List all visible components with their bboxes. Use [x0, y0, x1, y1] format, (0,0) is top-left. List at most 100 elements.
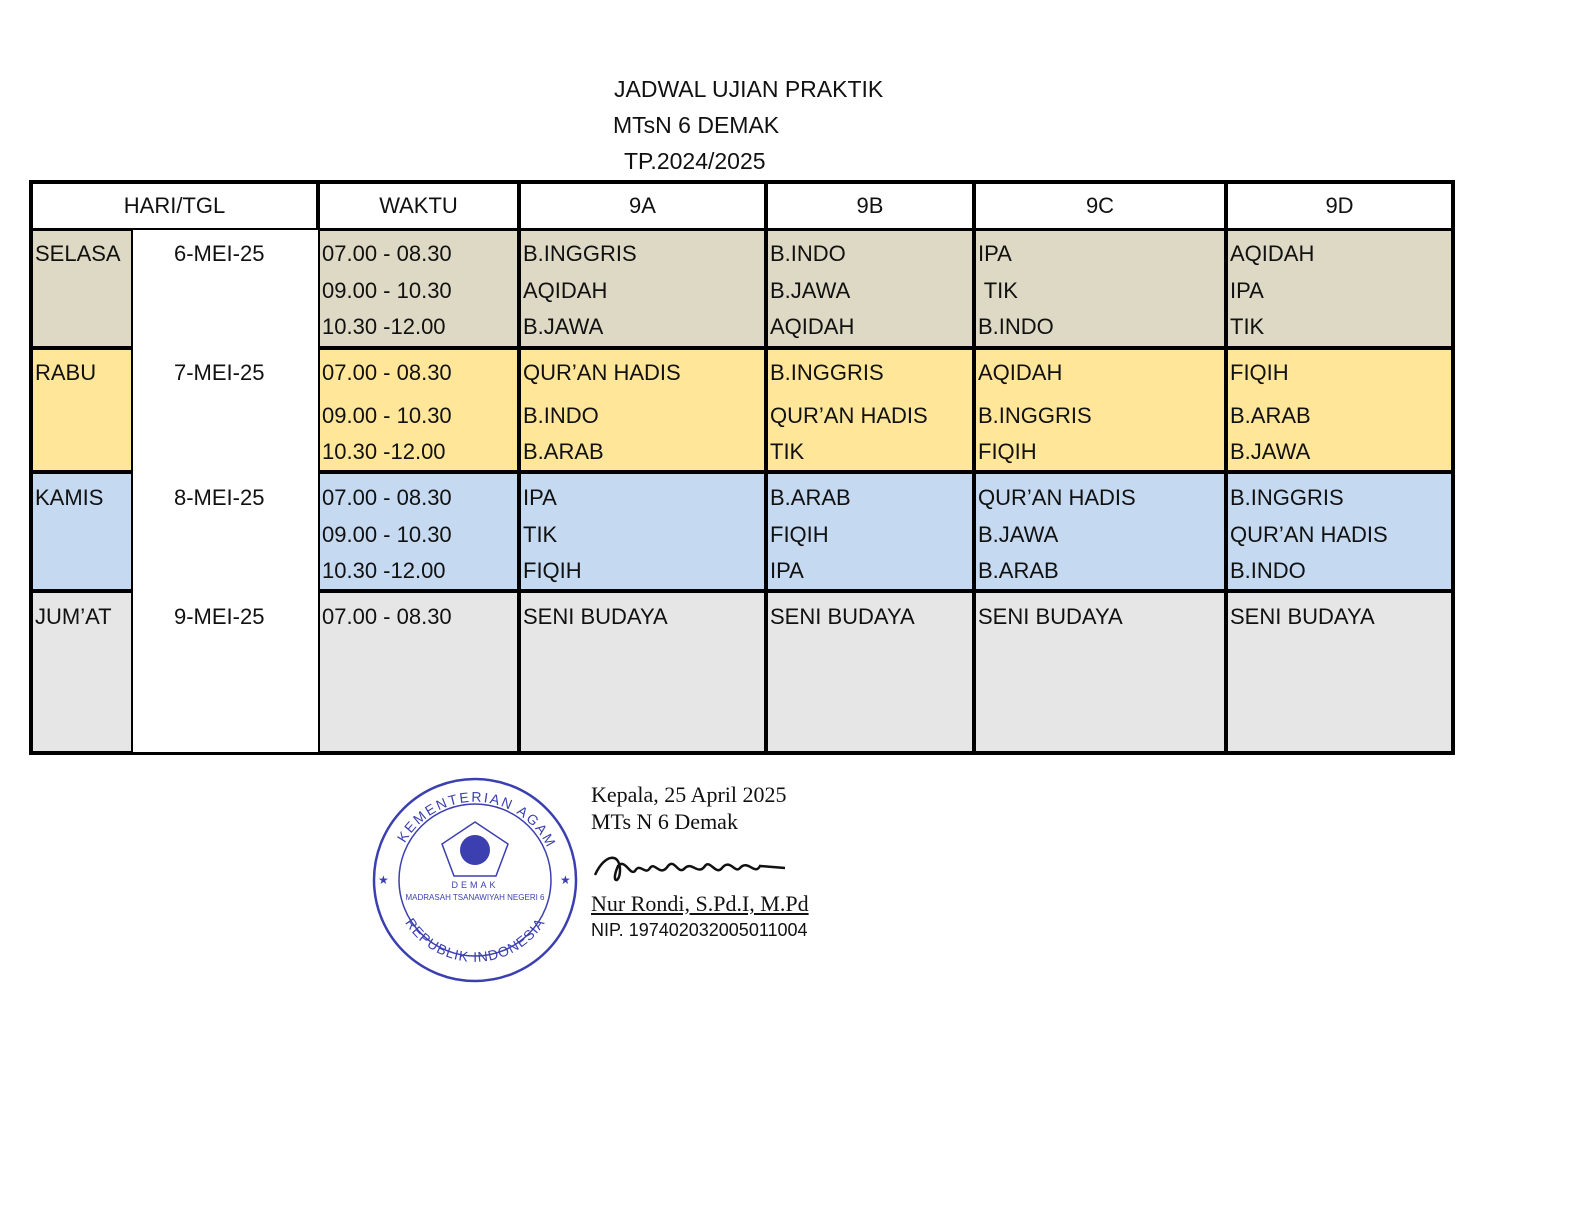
subject-9c: IPA — [978, 241, 1012, 266]
subject-9d: TIK — [1230, 314, 1265, 339]
subject-9a: AQIDAH — [523, 278, 608, 303]
subject-9a: B.JAWA — [523, 314, 604, 339]
subject-9b: SENI BUDAYA — [770, 604, 915, 629]
table-cell — [1226, 472, 1453, 591]
table-cell — [318, 348, 519, 472]
day-date: 7-MEI-25 — [174, 360, 265, 385]
stamp-star-icon: ★ — [378, 873, 389, 887]
subject-9b: FIQIH — [770, 522, 829, 547]
table-cell — [31, 591, 133, 753]
table-cell — [766, 229, 974, 348]
table-cell — [974, 348, 1226, 472]
subject-9d: FIQIH — [1230, 360, 1289, 385]
time-slot: 09.00 - 10.30 — [322, 522, 452, 547]
table-cell — [766, 348, 974, 472]
table-cell — [519, 348, 766, 472]
day-name: SELASA — [35, 241, 121, 266]
subject-9d: AQIDAH — [1230, 241, 1315, 266]
table-cell — [974, 229, 1226, 348]
subject-9c: B.JAWA — [978, 522, 1059, 547]
school-year: TP.2024/2025 — [624, 148, 766, 174]
subject-9c: TIK — [978, 278, 1018, 303]
subject-9d: B.ARAB — [1230, 403, 1311, 428]
table-cell — [31, 472, 133, 591]
subject-9c: QUR’AN HADIS — [978, 485, 1136, 510]
day-date: 8-MEI-25 — [174, 485, 265, 510]
table-cell — [318, 591, 519, 753]
subject-9a: TIK — [523, 522, 558, 547]
subject-9b: B.ARAB — [770, 485, 851, 510]
time-slot: 07.00 - 08.30 — [322, 485, 452, 510]
subject-9a: QUR’AN HADIS — [523, 360, 681, 385]
column-header: 9A — [519, 182, 766, 230]
signature-place-date: Kepala, 25 April 2025 — [591, 782, 787, 807]
signatory-nip: NIP. 197402032005011004 — [591, 920, 808, 940]
subject-9a: IPA — [523, 485, 557, 510]
schedule-table: HARI/TGL WAKTU 9A 9B 9C 9D SELASA 6-MEI-25 07.00… — [31, 182, 1453, 753]
official-stamp: KEMENTERIAN AGAMA REPUBLIK INDONESIA DEM… — [370, 776, 578, 983]
table-cell — [318, 472, 519, 591]
subject-9b: B.INDO — [770, 241, 846, 266]
day-name: RABU — [35, 360, 97, 385]
time-slot: 10.30 -12.00 — [322, 439, 446, 464]
signatory-name: Nur Rondi, S.Pd.I, M.Pd — [591, 891, 809, 916]
table-cell — [1226, 229, 1453, 348]
stamp-inner-text: MADRASAH TSANAWIYAH NEGERI 6 — [406, 893, 546, 902]
column-header: WAKTU — [318, 182, 519, 230]
document-title: JADWAL UJIAN PRAKTIK — [614, 76, 884, 102]
day-name: JUM’AT — [35, 604, 112, 629]
subject-9a: B.INDO — [523, 403, 599, 428]
subject-9b: B.INGGRIS — [770, 360, 884, 385]
time-slot: 09.00 - 10.30 — [322, 403, 452, 428]
time-slot: 10.30 -12.00 — [322, 314, 446, 339]
stamp-star-icon: ★ — [560, 873, 571, 887]
school-name: MTsN 6 DEMAK — [613, 112, 780, 138]
subject-9c: B.INDO — [978, 314, 1054, 339]
column-header: HARI/TGL — [31, 182, 318, 230]
subject-9d: B.JAWA — [1230, 439, 1311, 464]
signature-institution: MTs N 6 Demak — [591, 809, 738, 834]
table-cell — [974, 472, 1226, 591]
subject-9b: B.JAWA — [770, 278, 851, 303]
day-date: 9-MEI-25 — [174, 604, 265, 629]
subject-9d: B.INDO — [1230, 558, 1306, 583]
svg-text:REPUBLIK INDONESIA: REPUBLIK INDONESIA — [402, 915, 548, 965]
subject-9c: SENI BUDAYA — [978, 604, 1123, 629]
column-header: 9B — [766, 182, 974, 230]
day-name: KAMIS — [35, 485, 104, 510]
subject-9c: B.ARAB — [978, 558, 1059, 583]
subject-9d: B.INGGRIS — [1230, 485, 1344, 510]
time-slot: 09.00 - 10.30 — [322, 278, 452, 303]
time-slot: 07.00 - 08.30 — [322, 360, 452, 385]
day-date: 6-MEI-25 — [174, 241, 265, 266]
subject-9b: IPA — [770, 558, 804, 583]
subject-9a: B.ARAB — [523, 439, 604, 464]
subject-9c: AQIDAH — [978, 360, 1063, 385]
table-cell — [318, 229, 519, 348]
table-cell — [31, 229, 133, 348]
time-slot: 07.00 - 08.30 — [322, 604, 452, 629]
table-cell — [31, 348, 133, 472]
subject-9b: QUR’AN HADIS — [770, 403, 928, 428]
table-cell — [519, 591, 766, 753]
handwritten-signature — [593, 856, 786, 882]
subject-9d: IPA — [1230, 278, 1264, 303]
subject-9a: SENI BUDAYA — [523, 604, 668, 629]
subject-9c: FIQIH — [978, 439, 1037, 464]
subject-9b: AQIDAH — [770, 314, 855, 339]
subject-9b: TIK — [770, 439, 805, 464]
time-slot: 07.00 - 08.30 — [322, 241, 452, 266]
table-cell — [519, 229, 766, 348]
subject-9d: SENI BUDAYA — [1230, 604, 1375, 629]
stamp-city: DEMAK — [451, 880, 498, 890]
table-cell — [766, 472, 974, 591]
time-slot: 10.30 -12.00 — [322, 558, 446, 583]
column-header: 9D — [1226, 182, 1453, 230]
table-cell — [519, 472, 766, 591]
table-cell — [1226, 348, 1453, 472]
subject-9c: B.INGGRIS — [978, 403, 1092, 428]
column-header: 9C — [974, 182, 1226, 230]
subject-9d: QUR’AN HADIS — [1230, 522, 1388, 547]
subject-9a: FIQIH — [523, 558, 582, 583]
subject-9a: B.INGGRIS — [523, 241, 637, 266]
